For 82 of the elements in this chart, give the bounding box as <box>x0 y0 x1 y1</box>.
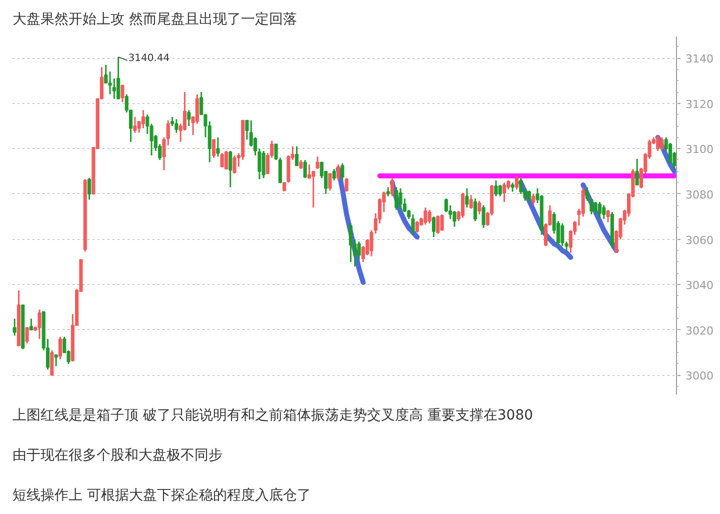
candlestick <box>299 159 303 170</box>
candlestick <box>133 116 137 134</box>
candlestick <box>440 214 444 231</box>
candlestick <box>294 146 299 166</box>
candlestick <box>228 150 232 188</box>
candlestick <box>398 188 402 211</box>
candlestick <box>332 168 336 182</box>
candlestick <box>660 136 664 151</box>
candlestick <box>473 198 478 222</box>
candlestick <box>560 222 564 247</box>
y-tick-label: 3060 <box>686 234 714 247</box>
text: 由于现在很多个股和大盘极不同步 <box>12 448 222 464</box>
candlestick <box>415 220 419 234</box>
candlestick <box>532 193 536 206</box>
candlestick <box>216 136 220 158</box>
y-tick-label: 3140 <box>686 52 714 66</box>
candlestick <box>478 200 482 216</box>
candlestick <box>460 192 465 219</box>
candlestick <box>602 204 606 220</box>
candlestick <box>656 134 660 152</box>
candlestick <box>344 177 348 192</box>
candlestick <box>220 152 224 168</box>
candlestick <box>104 64 108 84</box>
y-tick-label: 3000 <box>686 370 714 383</box>
candlestick <box>29 318 33 331</box>
candlestick <box>108 70 112 96</box>
y-tick-label: 3080 <box>686 188 714 202</box>
candlestick <box>224 150 228 170</box>
candlestick <box>581 186 585 218</box>
candlestick <box>498 184 502 197</box>
candlestick <box>606 209 610 224</box>
candlestick <box>187 109 191 127</box>
chart-title: 大盘果然开始上攻 然而尾盘且出现了一定回落 <box>12 12 297 28</box>
candlestick <box>469 194 473 210</box>
candlestick <box>514 175 519 190</box>
candlestick <box>54 354 58 367</box>
candlestick <box>50 350 54 376</box>
candlestick <box>120 84 124 103</box>
annotation: 3140.44 <box>128 53 170 64</box>
candlestick <box>336 164 340 182</box>
candlestick <box>262 150 266 179</box>
candlestick <box>494 180 498 197</box>
candlestick <box>25 326 29 344</box>
candlestick <box>527 190 531 203</box>
candlestick <box>303 159 307 179</box>
candlestick <box>348 222 353 263</box>
candlestick <box>357 240 361 260</box>
y-tick-label: 3100 <box>686 143 714 156</box>
candlestick <box>141 109 146 130</box>
candlestick <box>432 216 436 238</box>
y-tick-label: 3120 <box>686 98 714 111</box>
candlestick <box>316 156 320 170</box>
text: 短线操作上 可根据大盘下探企稳的程度入底仓了 <box>12 488 311 504</box>
candlestick <box>502 182 506 203</box>
candlestick <box>519 177 523 195</box>
candlestick <box>390 177 394 197</box>
candlestick <box>212 138 216 158</box>
candlestick <box>436 214 440 234</box>
candlestick <box>424 206 428 226</box>
candlestick <box>465 188 469 208</box>
y-tick-label: 3020 <box>686 324 714 338</box>
text: 上图红线是是箱子顶 破了只能说明有和之前箱体振荡走势交叉度高 重要支撑在3080 <box>12 408 534 424</box>
candlestick <box>328 172 332 192</box>
y-tick-label: 3040 <box>686 279 714 292</box>
candlestick <box>87 177 92 200</box>
candlestick <box>635 158 639 186</box>
candlestick <box>195 94 199 124</box>
candlestick <box>394 186 398 211</box>
candlestick <box>510 182 514 192</box>
candlestick <box>598 201 602 220</box>
candlestick <box>482 204 486 229</box>
candlestick <box>411 214 415 236</box>
candlestick <box>38 308 42 340</box>
candlestick <box>58 336 62 360</box>
candlestick <box>12 318 16 336</box>
candlestick <box>594 201 598 216</box>
candlestick <box>428 209 432 224</box>
candlestick <box>174 118 178 134</box>
candlestick <box>340 162 344 182</box>
candlestick <box>116 56 120 100</box>
candlestick <box>232 154 236 174</box>
candlestick <box>386 186 390 197</box>
